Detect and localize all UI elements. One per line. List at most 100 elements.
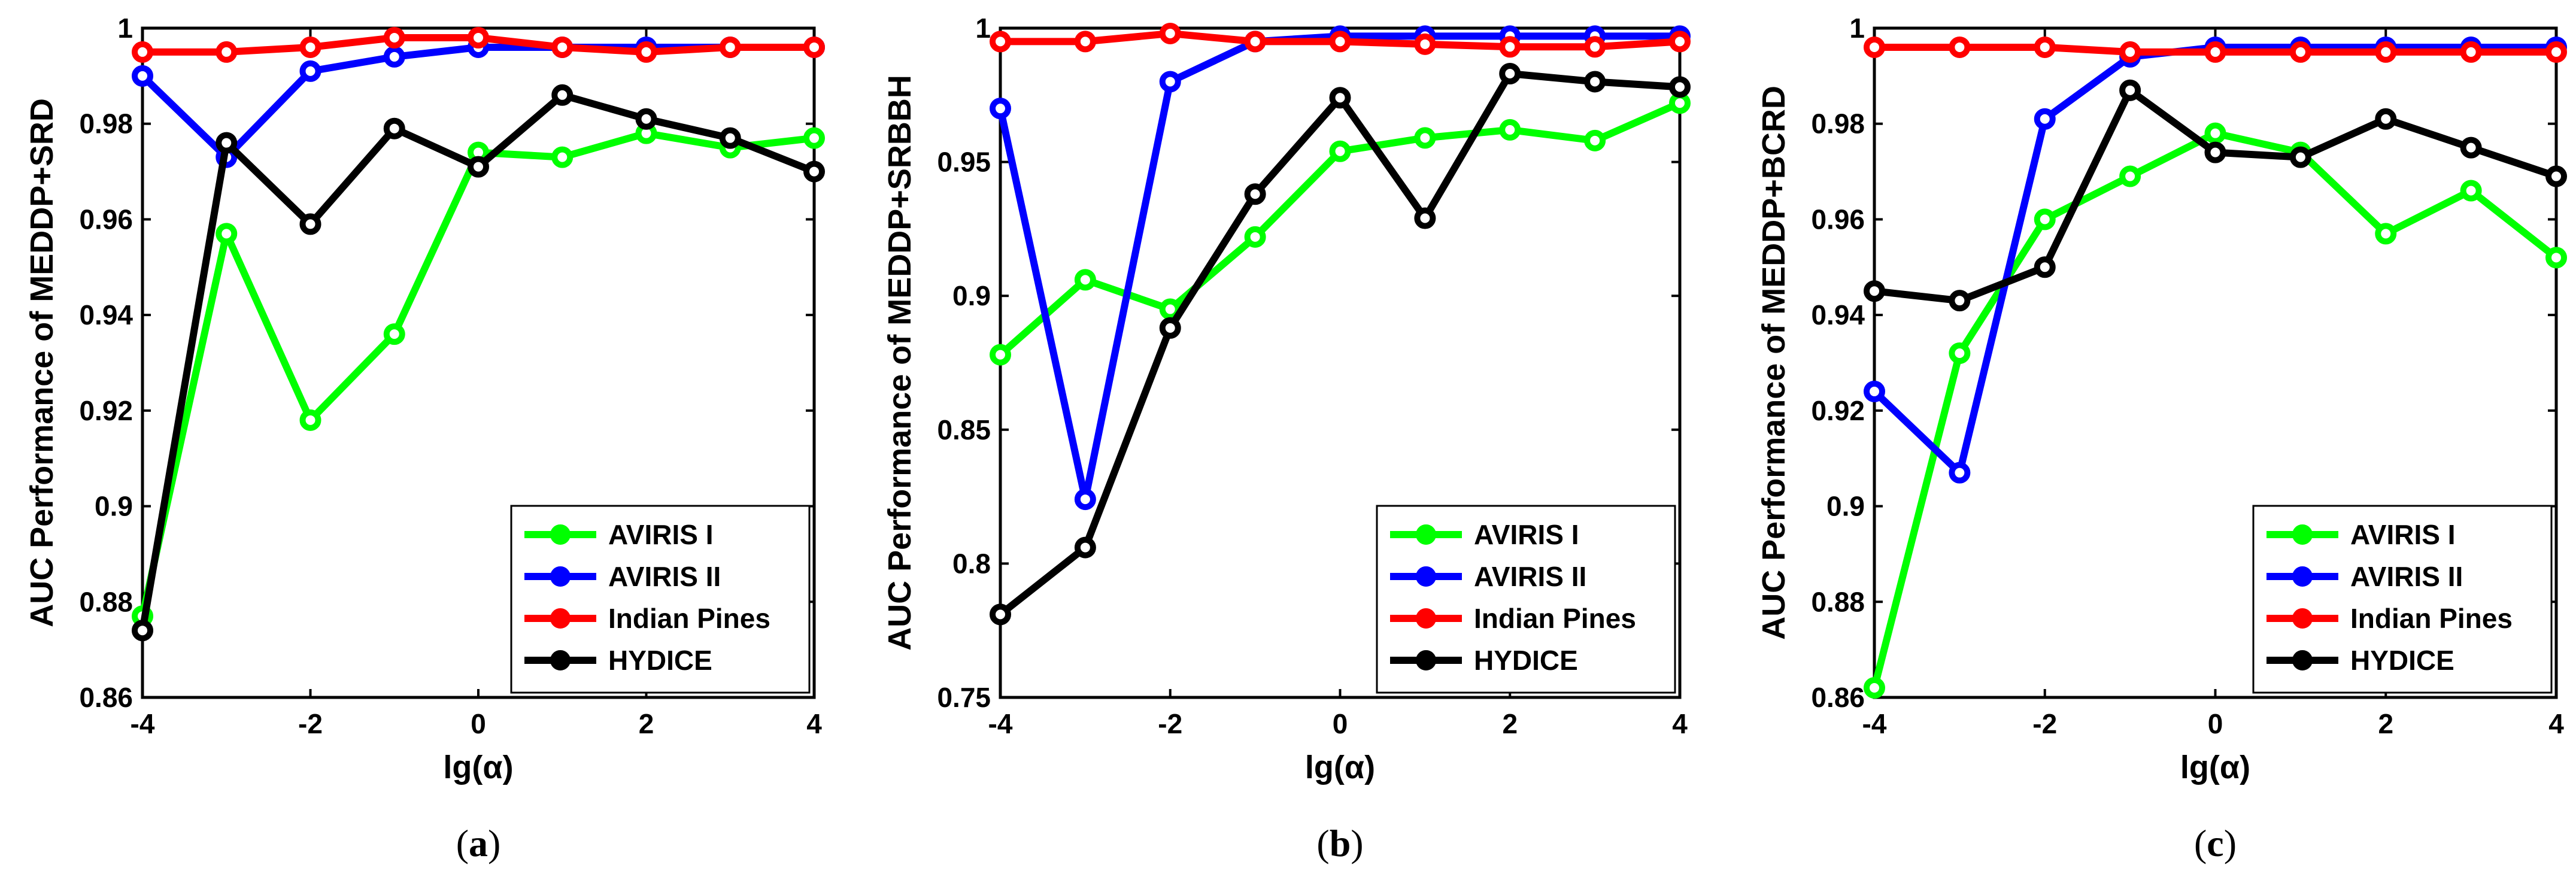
data-point — [1584, 36, 1606, 58]
data-point-highlight — [475, 148, 482, 156]
data-point-highlight — [1166, 78, 1174, 86]
y-tick-label: 0.75 — [937, 682, 991, 713]
data-point-highlight — [559, 43, 566, 51]
legend-marker — [550, 524, 571, 545]
data-point — [1329, 140, 1351, 162]
data-point — [2289, 41, 2311, 63]
data-point — [1244, 31, 1266, 53]
data-point — [2460, 180, 2482, 202]
series-aviris-ii — [1864, 36, 2567, 484]
y-axis-title: AUC Performance of MEDDP+BCRD — [1756, 86, 1792, 640]
data-point-highlight — [2382, 48, 2390, 56]
data-point-highlight — [1081, 38, 1089, 45]
x-tick-label: 0 — [1333, 708, 1348, 739]
panel-label: (c) — [2194, 822, 2237, 864]
legend-marker — [1416, 524, 1436, 545]
y-tick-label: 0.92 — [79, 395, 133, 426]
data-point — [1159, 22, 1181, 44]
y-tick-label: 0.9 — [952, 280, 991, 311]
data-point — [2204, 141, 2226, 163]
y-axis-title: AUC Performance of MEDDP+SRBBH — [882, 75, 918, 651]
data-point — [1499, 119, 1521, 141]
data-point — [132, 65, 153, 87]
legend-label: AVIRIS II — [2350, 561, 2463, 592]
y-tick-label: 1 — [1849, 13, 1865, 44]
data-point-highlight — [1421, 40, 1429, 48]
y-tick-label: 0.8 — [952, 548, 991, 579]
data-point-highlight — [642, 129, 650, 137]
legend-label: AVIRIS II — [1474, 561, 1586, 592]
legend-entry: AVIRIS II — [524, 561, 721, 592]
data-point — [2545, 41, 2567, 63]
data-point — [803, 36, 825, 58]
data-point-highlight — [559, 153, 566, 161]
legend-entry: HYDICE — [1390, 645, 1578, 676]
legend-marker — [550, 566, 571, 587]
x-tick-label: 0 — [471, 708, 486, 739]
data-point — [1414, 127, 1436, 149]
data-point — [635, 108, 657, 130]
y-tick-label: 0.96 — [1811, 204, 1865, 235]
data-point — [2204, 122, 2226, 144]
data-point-highlight — [2296, 48, 2304, 56]
legend-label: Indian Pines — [2350, 603, 2513, 634]
data-point — [383, 45, 405, 68]
data-point-highlight — [475, 34, 482, 41]
series-indian-pines — [1864, 36, 2567, 63]
data-point — [299, 36, 321, 58]
data-point-highlight — [1251, 38, 1259, 45]
data-point-highlight — [1081, 496, 1089, 503]
data-point — [1584, 71, 1606, 93]
data-point — [2289, 146, 2311, 168]
legend-marker — [2292, 566, 2313, 587]
data-point-highlight — [139, 48, 146, 56]
legend-entry: Indian Pines — [524, 603, 770, 634]
data-point — [2460, 136, 2482, 159]
data-point-highlight — [1166, 305, 1174, 313]
series-line — [139, 43, 818, 161]
data-point-highlight — [1676, 99, 1683, 107]
panel-label: (b) — [1316, 822, 1363, 864]
data-point — [551, 84, 574, 106]
x-tick-label: -4 — [131, 708, 155, 739]
legend-marker — [2292, 524, 2313, 545]
series-aviris-i — [990, 92, 1691, 366]
legend-entry: HYDICE — [2266, 645, 2454, 676]
data-point — [1329, 31, 1351, 53]
y-tick-label: 0.94 — [79, 299, 133, 330]
x-tick-label: -4 — [1862, 708, 1887, 739]
legend-label: AVIRIS I — [608, 519, 714, 550]
legend-marker — [1416, 650, 1436, 670]
data-point — [1864, 677, 1885, 699]
chart-panel-a: 0.86 0.88 0.9 0.92 0.94 0.96 0.98 1 -4 -2 0 2 4 lg(α)… — [24, 13, 825, 864]
data-point — [1949, 462, 1971, 484]
legend-marker — [550, 608, 571, 629]
data-point — [1949, 342, 1971, 365]
data-point — [990, 31, 1011, 53]
data-point-highlight — [390, 330, 398, 338]
data-point — [1074, 31, 1096, 53]
data-point — [1499, 36, 1521, 58]
data-point-highlight — [1421, 134, 1429, 142]
legend-marker — [2292, 608, 2313, 629]
data-point — [635, 41, 657, 63]
y-tick-label: 0.98 — [79, 108, 133, 139]
data-point — [1669, 31, 1691, 53]
legend-entry: AVIRIS I — [1390, 519, 1579, 550]
data-point-highlight — [2467, 187, 2475, 195]
y-axis-title: AUC Performance of MEDDP+SRD — [24, 98, 60, 627]
data-point — [990, 98, 1011, 120]
data-point — [1074, 269, 1096, 291]
data-point — [2375, 41, 2397, 63]
legend-marker — [1416, 608, 1436, 629]
data-point — [2034, 108, 2056, 130]
data-point — [2460, 41, 2482, 63]
y-tick-label: 0.95 — [937, 147, 991, 178]
data-point — [1074, 536, 1096, 559]
legend-entry: AVIRIS II — [2266, 561, 2463, 592]
data-point-highlight — [1871, 387, 1878, 395]
data-point — [551, 36, 574, 58]
data-point-highlight — [2126, 48, 2134, 56]
y-tick-label: 0.86 — [79, 682, 133, 713]
data-point — [383, 323, 405, 345]
